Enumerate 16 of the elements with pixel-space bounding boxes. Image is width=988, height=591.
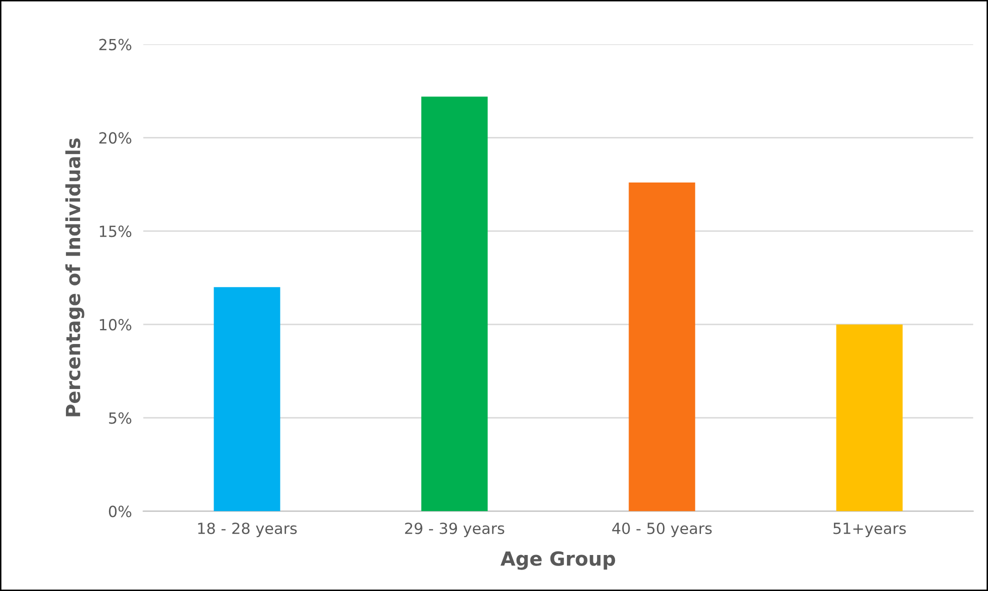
bar [421, 96, 488, 512]
bar [214, 287, 280, 512]
x-tick-label: 40 - 50 years [612, 522, 712, 538]
y-tick-label: 20% [99, 132, 132, 144]
bar [628, 182, 696, 512]
x-tick-label: 18 - 28 years [198, 522, 297, 538]
y-tick-label: 0% [108, 506, 132, 518]
y-axis-title: Percentage of Individuals [65, 138, 84, 416]
y-tick-label: 5% [109, 412, 132, 424]
x-tick-label: 29 - 39 years [405, 522, 504, 538]
bar [836, 324, 903, 512]
y-tick-label: 10% [100, 318, 132, 330]
x-axis-title: Age Group [500, 551, 616, 570]
y-tick-label: 25% [99, 38, 132, 50]
y-tick-label: 15% [100, 226, 132, 238]
x-tick-label: 51+years [833, 522, 906, 538]
